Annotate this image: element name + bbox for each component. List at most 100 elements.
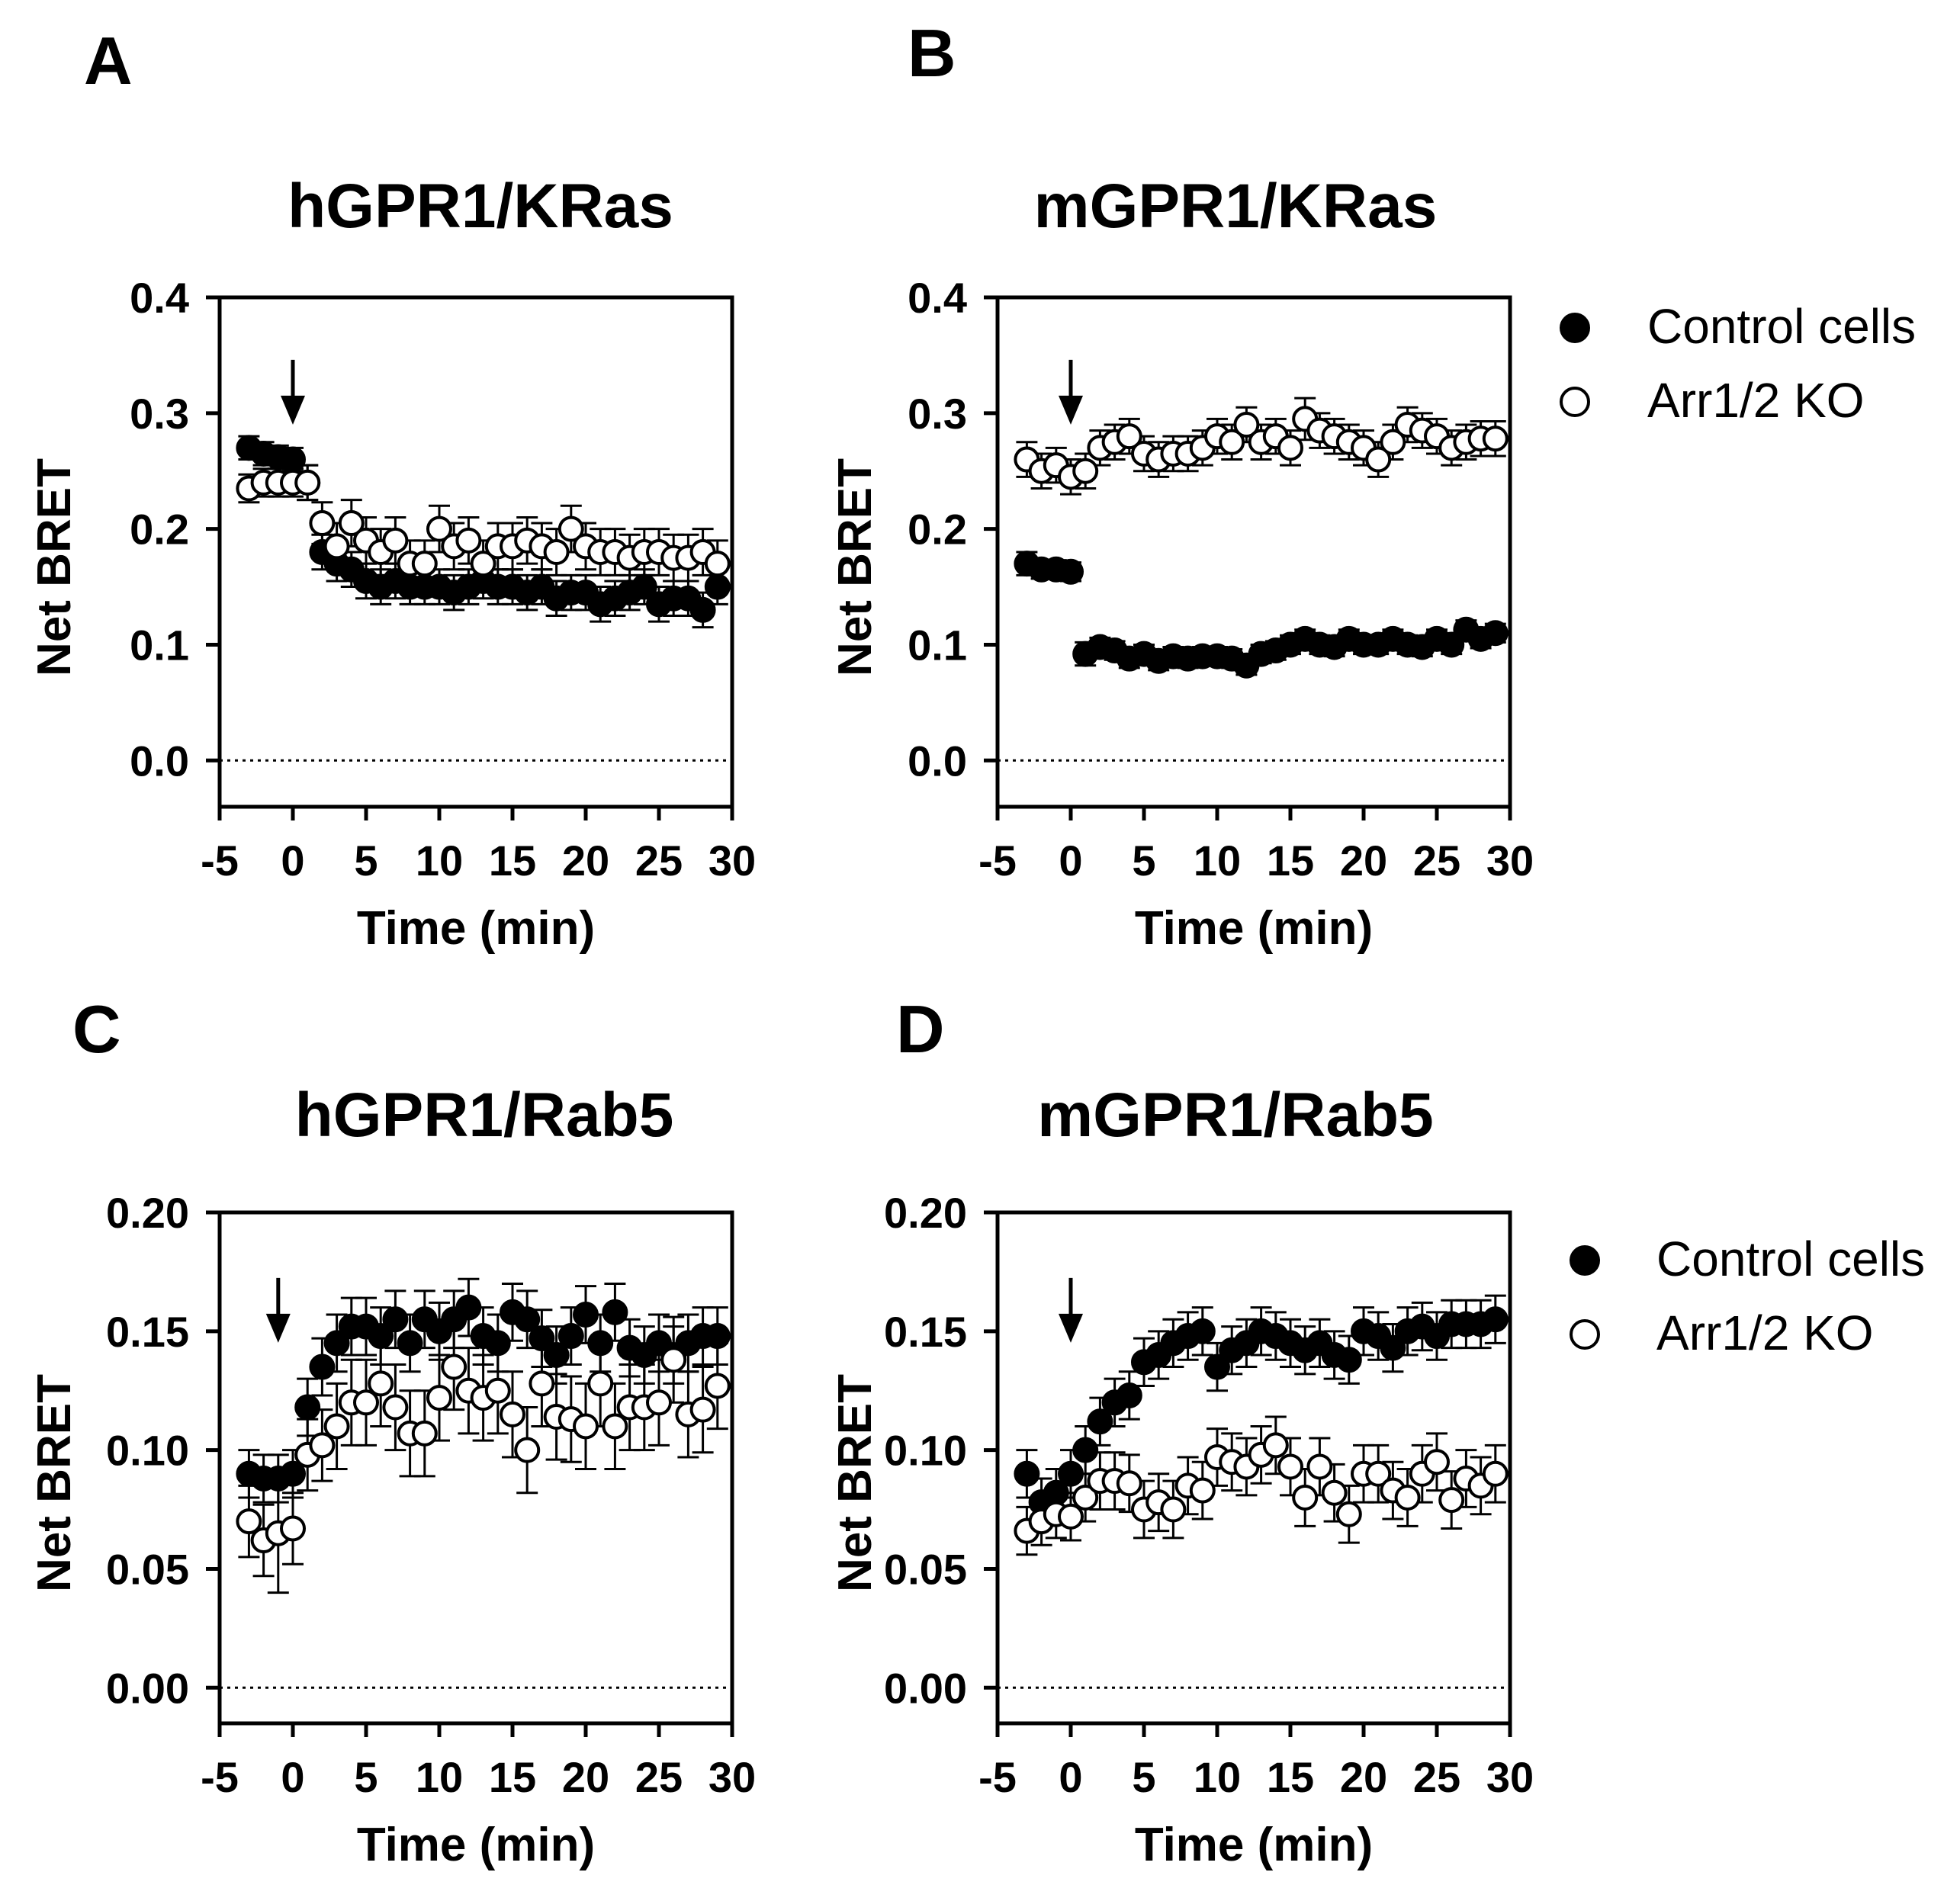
panel-b-y-tick-label: 0.2 (908, 506, 967, 554)
panel-c-ko-point (368, 1370, 394, 1397)
panel-a-control-point (631, 573, 657, 600)
panel-c-ko-point (587, 1370, 614, 1397)
panel-a-x-tick-label: 30 (708, 837, 756, 885)
panel-a-x-axis-label: Time (min) (357, 902, 595, 955)
panel-b-x-tick-label: 10 (1194, 837, 1241, 885)
panel-d-y-tick-label: 0.05 (884, 1545, 967, 1593)
panel-a-ko-point (294, 469, 321, 496)
panel-c-control-point (602, 1299, 628, 1325)
panel-c-ko-point (500, 1401, 525, 1427)
panel-c-ko-point (484, 1377, 511, 1404)
panel-c-chart: 0.00 0.05 0.10 0.15 0.20 -5 0 5 10 15 20 25 30 Time (… (28, 1189, 756, 1871)
panel-d-ko-point (1335, 1501, 1362, 1527)
legend-top-ko-marker (1560, 387, 1590, 417)
panel-a-x-tick-label: 20 (562, 837, 609, 885)
panel-d-ko-point (1438, 1487, 1465, 1514)
panel-letter-a: A (84, 23, 133, 98)
panel-c-control-point (704, 1323, 731, 1350)
panel-a-ko-point (382, 527, 409, 554)
legend-bottom: Control cells Arr1/2 KO (1570, 1231, 1925, 1360)
panel-b-ko-point (1380, 429, 1406, 455)
panel-c-ko-point (514, 1437, 541, 1463)
panel-letter-c: C (72, 991, 121, 1067)
panel-b-x-tick-label: 20 (1340, 837, 1387, 885)
panel-c-x-tick-label: 15 (489, 1753, 536, 1801)
panel-d-control-point (1116, 1382, 1142, 1408)
panel-b-x-tick-label: 25 (1413, 837, 1460, 885)
panel-c-ko-point (602, 1413, 628, 1440)
panel-d-ko-point (1365, 1460, 1392, 1487)
panel-letter-d: D (896, 991, 945, 1067)
panel-c-control-point (543, 1341, 570, 1368)
panel-a-y-tick-label: 0.3 (130, 390, 189, 438)
panel-c-ko-point (704, 1373, 731, 1399)
panel-c-y-axis-label: Net BRET (28, 1374, 81, 1592)
panel-d-x-tick-label: 30 (1486, 1753, 1534, 1801)
panel-a-x-tick-label: 5 (354, 837, 378, 885)
panel-d-control-point (1482, 1306, 1509, 1333)
panel-d-x-tick-label: 20 (1340, 1753, 1387, 1801)
panel-d-title: mGPR1/Rab5 (1037, 1081, 1434, 1150)
panel-a-control-point (689, 596, 716, 623)
panel-c-agonist-arrow-head (265, 1313, 291, 1343)
panel-a-y-tick-label: 0.4 (130, 274, 189, 322)
panel-c-ko-point (323, 1413, 350, 1440)
panel-d-ko-point (1072, 1484, 1099, 1511)
panel-d-control-point (1204, 1353, 1230, 1380)
panel-c-y-tick-label: 0.15 (106, 1308, 189, 1356)
panel-a-x-tick-label: 15 (489, 837, 536, 885)
panel-c-control-point (382, 1306, 409, 1333)
panel-c-control-point (455, 1294, 482, 1321)
legend-top-control-marker (1560, 313, 1590, 343)
panel-c-y-tick-label: 0.00 (106, 1664, 189, 1712)
panel-b-control-point (1058, 558, 1084, 585)
panel-d-x-tick-label: 25 (1413, 1753, 1460, 1801)
panel-a-x-tick-label: -5 (201, 837, 239, 885)
panel-d-ko-point (1424, 1449, 1450, 1476)
panel-a-title: hGPR1/KRas (288, 172, 673, 241)
panel-a-x-tick-label: 0 (281, 837, 304, 885)
panel-b-x-tick-label: -5 (978, 837, 1017, 885)
panel-d-ko-point (1262, 1432, 1289, 1459)
panel-c-control-point (323, 1330, 350, 1357)
panel-c-control-point (397, 1330, 423, 1357)
panel-d-control-point (1058, 1460, 1084, 1487)
panel-d-ko-point (1160, 1496, 1187, 1523)
panel-b-x-axis-label: Time (min) (1135, 902, 1373, 955)
panel-c-control-point (557, 1323, 584, 1350)
panel-a-x-tick-label: 10 (416, 837, 463, 885)
panel-c-ko-point (309, 1432, 336, 1459)
panel-a-y-tick-label: 0.1 (130, 621, 189, 669)
panel-a-x-tick-label: 25 (635, 837, 683, 885)
panel-a-y-axis-label: Net BRET (28, 458, 81, 676)
panel-a-ko-point (704, 551, 731, 577)
legend-top-ko-label: Arr1/2 KO (1647, 373, 1865, 428)
legend-top-control-label: Control cells (1647, 299, 1916, 354)
panel-d-x-tick-label: 15 (1267, 1753, 1314, 1801)
panel-c-control-point (529, 1325, 555, 1352)
panel-d-ko-point (1321, 1479, 1348, 1506)
panel-c-control-point (484, 1330, 511, 1357)
panel-c-control-point (573, 1302, 599, 1328)
panel-d-ko-point (1482, 1460, 1509, 1487)
panel-b-ko-point (1116, 423, 1142, 450)
panel-c-control-point (294, 1394, 321, 1421)
panel-a-y-tick-label: 0.2 (130, 506, 189, 554)
panel-c-ko-point (236, 1508, 262, 1535)
panel-c-x-tick-label: 30 (708, 1753, 756, 1801)
panel-c-control-point (280, 1460, 306, 1487)
panel-d-control-point (1087, 1408, 1113, 1435)
panel-c-ko-point (411, 1420, 438, 1447)
panel-b-ko-point (1277, 435, 1303, 461)
panel-c-ko-point (426, 1385, 452, 1411)
panel-a-ko-point (557, 515, 584, 542)
panel-d-y-axis-label: Net BRET (829, 1374, 882, 1592)
panel-b-y-axis-label: Net BRET (829, 458, 882, 676)
panel-c-ko-point (689, 1396, 716, 1423)
panel-b-y-tick-label: 0.0 (908, 737, 967, 785)
panel-c-ko-point (280, 1515, 306, 1542)
panel-d-y-tick-label: 0.00 (884, 1664, 967, 1712)
panel-d-ko-point (1189, 1477, 1216, 1504)
legend-bottom-ko-marker (1570, 1319, 1600, 1350)
